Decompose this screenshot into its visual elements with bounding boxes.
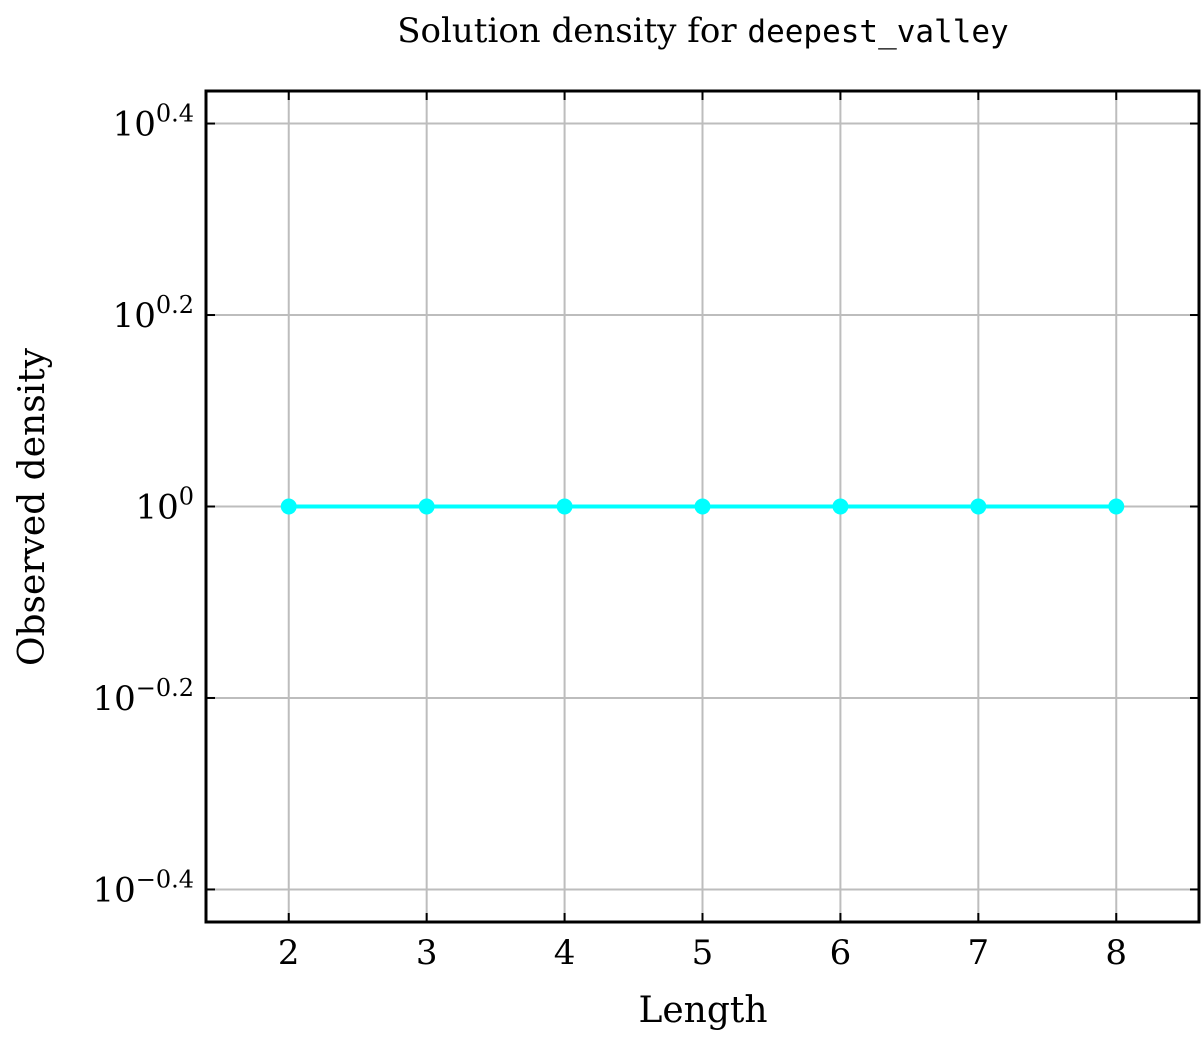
y-tick-label: 100 [135, 483, 194, 528]
y-tick-exponent: 0 [179, 483, 194, 511]
chart-title-prefix: Solution density for [397, 11, 747, 51]
y-tick-label: 10−0.4 [92, 865, 194, 910]
y-tick-exponent: −0.2 [136, 674, 194, 702]
y-tick-base: 10 [92, 870, 135, 910]
y-tick-label: 10−0.2 [92, 674, 194, 719]
y-tick-exponent: 0.2 [156, 291, 194, 319]
x-tick-label: 6 [830, 933, 852, 973]
data-point [556, 498, 573, 515]
y-tick-base: 10 [113, 105, 156, 145]
data-point [970, 498, 987, 515]
x-tick-label: 2 [278, 933, 300, 973]
x-tick-label: 4 [554, 933, 576, 973]
y-tick-exponent: 0.4 [156, 100, 194, 128]
plot-frame [204, 89, 1201, 924]
data-point [1108, 498, 1125, 515]
data-point [418, 498, 435, 515]
x-tick-label: 3 [416, 933, 438, 973]
series-layer [280, 498, 1125, 515]
x-tick-label: 5 [692, 933, 714, 973]
tick-marks [206, 91, 1199, 922]
x-tick-label: 8 [1105, 933, 1127, 973]
y-axis-label: Observed density [12, 347, 53, 666]
chart-title: Solution density for deepest_valley [397, 11, 1008, 51]
x-axis-label: Length [638, 990, 767, 1031]
y-tick-base: 10 [113, 296, 156, 336]
data-point [280, 498, 297, 515]
data-point [832, 498, 849, 515]
x-tick-labels: 2 3 4 5 6 7 8 [278, 933, 1127, 973]
y-tick-exponent: −0.4 [136, 865, 194, 893]
y-tick-base: 10 [135, 488, 178, 528]
chart-title-code: deepest_valley [747, 14, 1008, 50]
y-tick-base: 10 [92, 679, 135, 719]
data-point [694, 498, 711, 515]
y-tick-label: 100.2 [113, 291, 194, 336]
x-tick-label: 7 [968, 933, 990, 973]
y-tick-label: 100.4 [113, 100, 194, 145]
